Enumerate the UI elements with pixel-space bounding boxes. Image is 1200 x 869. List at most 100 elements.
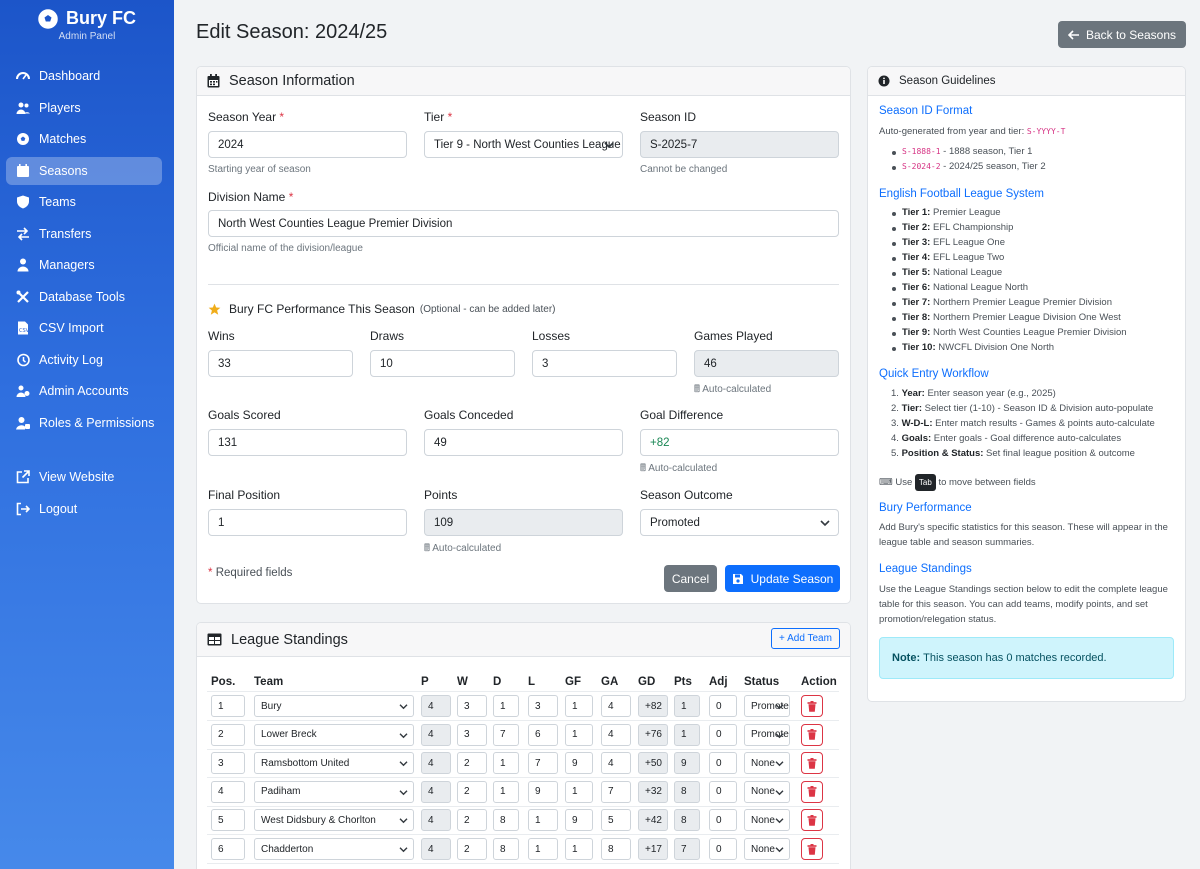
cell-w-input[interactable]: 2: [457, 809, 487, 832]
cell-w-input[interactable]: 2: [457, 838, 487, 860]
cell-status-select[interactable]: Promoted: [744, 695, 790, 717]
update-season-button[interactable]: Update Season: [725, 565, 840, 592]
delete-row-button[interactable]: [801, 695, 823, 717]
cell-team-select[interactable]: West Didsbury & Chorlton: [254, 809, 414, 832]
cell-team-select[interactable]: Padiham: [254, 780, 414, 803]
cell-team-select[interactable]: Bury: [254, 695, 414, 717]
cell-gf-input[interactable]: 1: [565, 723, 593, 746]
cell-team-select[interactable]: Ramsbottom United: [254, 752, 414, 775]
draws-input[interactable]: 10: [370, 350, 515, 377]
cell-d-input[interactable]: 1: [493, 695, 519, 717]
cell-pos-input[interactable]: 3: [211, 752, 245, 775]
cell-pos-input[interactable]: 4: [211, 780, 245, 803]
sidebar-item-roles-and-permissions[interactable]: Roles & Permissions: [6, 409, 162, 437]
cell-gd-input: +76: [638, 723, 668, 746]
sidebar-item-label: Players: [39, 100, 81, 115]
cell-team-select[interactable]: Lower Breck: [254, 723, 414, 746]
cell-l-input[interactable]: 1: [528, 838, 558, 860]
back-to-seasons-button[interactable]: Back to Seasons: [1057, 21, 1186, 48]
final-position-input[interactable]: 1: [208, 509, 407, 536]
sidebar-item-logout[interactable]: Logout: [6, 495, 162, 523]
sidebar-item-players[interactable]: Players: [6, 94, 162, 122]
cell-l-input[interactable]: 6: [528, 723, 558, 746]
add-team-button[interactable]: + Add Team: [771, 628, 840, 649]
delete-row-button[interactable]: [801, 780, 823, 803]
cell-l-input[interactable]: 7: [528, 752, 558, 775]
cell-pos-input[interactable]: 2: [211, 723, 245, 746]
history-icon: [17, 353, 30, 366]
delete-row-button[interactable]: [801, 752, 823, 775]
delete-row-button[interactable]: [801, 723, 823, 746]
cell-l-input[interactable]: 3: [528, 695, 558, 717]
cell-ga-input[interactable]: 7: [601, 780, 631, 803]
cell-d-input[interactable]: 1: [493, 780, 519, 803]
cell-w-input[interactable]: 3: [457, 695, 487, 717]
gauge-icon: [16, 72, 30, 80]
cell-l-input[interactable]: 1: [528, 809, 558, 832]
sidebar-item-view-website[interactable]: View Website: [6, 463, 162, 491]
cell-d-input[interactable]: 8: [493, 809, 519, 832]
sidebar-item-matches[interactable]: Matches: [6, 125, 162, 153]
cell-ga-input[interactable]: 4: [601, 723, 631, 746]
cell-adj-input[interactable]: 0: [709, 752, 737, 775]
chevron-down-icon: [399, 847, 408, 853]
cell-status-select[interactable]: None: [744, 838, 790, 860]
sidebar-item-csv-import[interactable]: CSV CSV Import: [6, 314, 162, 342]
cell-d-input[interactable]: 8: [493, 838, 519, 860]
cell-w-input[interactable]: 2: [457, 780, 487, 803]
cell-adj-input[interactable]: 0: [709, 695, 737, 717]
season-outcome-select[interactable]: Promoted: [640, 509, 839, 536]
cell-w-input[interactable]: 2: [457, 752, 487, 775]
sidebar-item-activity-log[interactable]: Activity Log: [6, 346, 162, 374]
sidebar-item-database-tools[interactable]: Database Tools: [6, 283, 162, 311]
cell-pos-input[interactable]: 5: [211, 809, 245, 832]
cell-ga-input[interactable]: 8: [601, 838, 631, 860]
season-year-input[interactable]: 2024: [208, 131, 407, 158]
division-name-input[interactable]: North West Counties League Premier Divis…: [208, 210, 839, 237]
cell-pos-input[interactable]: 1: [211, 695, 245, 717]
league-standings-text: Use the League Standings section below t…: [879, 584, 1168, 625]
cell-status-select[interactable]: None: [744, 752, 790, 775]
cell-gf-input[interactable]: 9: [565, 752, 593, 775]
season-year-label: Season Year *: [208, 110, 285, 124]
cell-ga-input[interactable]: 5: [601, 809, 631, 832]
sidebar-item-dashboard[interactable]: Dashboard: [6, 62, 162, 90]
cell-gf-input[interactable]: 1: [565, 780, 593, 803]
cell-ga-input[interactable]: 4: [601, 752, 631, 775]
cell-ga-input[interactable]: 4: [601, 695, 631, 717]
user-lock-icon: [16, 416, 30, 429]
sidebar-item-managers[interactable]: Managers: [6, 251, 162, 279]
delete-row-button[interactable]: [801, 809, 823, 832]
cell-gf-input[interactable]: 1: [565, 695, 593, 717]
cell-status-select[interactable]: Promoted: [744, 723, 790, 746]
cell-l-input[interactable]: 9: [528, 780, 558, 803]
sidebar-item-teams[interactable]: Teams: [6, 188, 162, 216]
brand-name[interactable]: Bury FC: [65, 8, 136, 28]
sidebar-item-transfers[interactable]: Transfers: [6, 220, 162, 248]
cell-w-input[interactable]: 3: [457, 723, 487, 746]
cell-adj-input[interactable]: 0: [709, 809, 737, 832]
cancel-button[interactable]: Cancel: [664, 565, 717, 592]
cell-pos-input[interactable]: 6: [211, 838, 245, 860]
trash-icon: [807, 729, 817, 740]
cell-gf-input[interactable]: 1: [565, 838, 593, 860]
tier-item: Tier 9: North West Counties League Premi…: [892, 327, 1127, 338]
wins-input[interactable]: 33: [208, 350, 353, 377]
cell-adj-input[interactable]: 0: [709, 838, 737, 860]
cell-status-select[interactable]: None: [744, 780, 790, 803]
cell-p-input: 4: [421, 752, 451, 775]
cell-status-select[interactable]: None: [744, 809, 790, 832]
sidebar-item-seasons[interactable]: Seasons: [6, 156, 162, 185]
goals-conceded-input[interactable]: 49: [424, 429, 623, 456]
delete-row-button[interactable]: [801, 838, 823, 860]
cell-adj-input[interactable]: 0: [709, 780, 737, 803]
sidebar-item-admin-accounts[interactable]: Admin Accounts: [6, 377, 162, 405]
cell-gf-input[interactable]: 9: [565, 809, 593, 832]
cell-d-input[interactable]: 1: [493, 752, 519, 775]
goals-scored-input[interactable]: 131: [208, 429, 407, 456]
cell-team-select[interactable]: Chadderton: [254, 838, 414, 860]
cell-adj-input[interactable]: 0: [709, 723, 737, 746]
losses-input[interactable]: 3: [532, 350, 677, 377]
tier-select[interactable]: Tier 9 - North West Counties League Prem…: [424, 131, 623, 158]
cell-d-input[interactable]: 7: [493, 723, 519, 746]
